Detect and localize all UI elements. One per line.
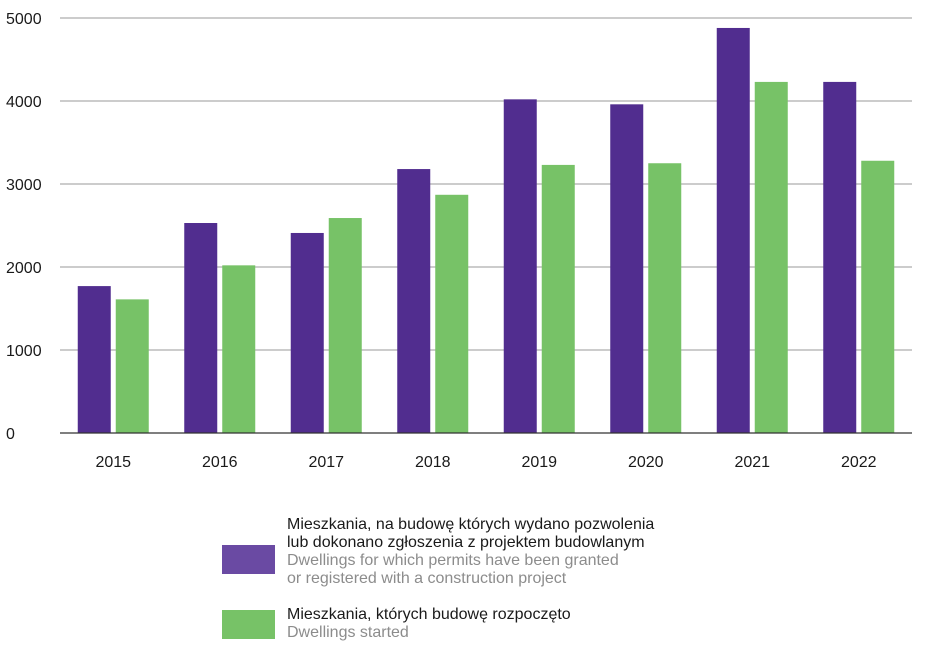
x-tick-label: 2015 [95, 454, 131, 471]
bar-started-2018 [435, 194, 469, 433]
bar-started-2019 [541, 164, 575, 433]
bar-permits-2016 [184, 223, 218, 433]
y-tick-label: 1000 [6, 343, 42, 360]
x-tick-label: 2016 [202, 454, 238, 471]
x-tick-label: 2019 [521, 454, 557, 471]
bar-permits-2021 [716, 27, 750, 434]
x-tick-label: 2021 [734, 454, 770, 471]
bar-started-2022 [861, 160, 895, 433]
legend-swatch-permits [222, 545, 275, 574]
y-tick-label: 0 [6, 426, 15, 443]
y-tick-label: 3000 [6, 177, 42, 194]
x-tick-label: 2022 [841, 454, 877, 471]
bar-started-2017 [328, 218, 362, 433]
legend-en-line-1: Dwellings for which permits have been gr… [287, 552, 619, 569]
bar-started-2021 [754, 81, 788, 433]
bar-permits-2019 [503, 99, 537, 433]
legend-label-started: Mieszkania, których budowę rozpoczęto Dw… [287, 606, 827, 642]
bar-started-2015 [115, 299, 149, 433]
legend-pl-line-1: Mieszkania, na budowę których wydano poz… [287, 516, 655, 533]
y-axis-ticks: 0 1000 2000 3000 4000 5000 [6, 11, 42, 443]
y-tick-label: 2000 [6, 260, 42, 277]
bar-started-2020 [648, 163, 682, 433]
legend-en-line-1: Dwellings started [287, 624, 409, 641]
bar-permits-2018 [397, 169, 431, 433]
x-tick-label: 2017 [308, 454, 344, 471]
bar-permits-2020 [610, 104, 644, 433]
bar-permits-2017 [290, 232, 324, 433]
x-tick-label: 2020 [628, 454, 664, 471]
bar-permits-2015 [77, 286, 111, 433]
legend-label-permits: Mieszkania, na budowę których wydano poz… [287, 516, 827, 588]
x-axis-ticks: 2015 2016 2017 2018 2019 2020 2021 2022 [95, 454, 876, 471]
legend-pl-line-1: Mieszkania, których budowę rozpoczęto [287, 606, 571, 623]
legend-en-line-2: or registered with a construction projec… [287, 570, 567, 587]
x-tick-label: 2018 [415, 454, 451, 471]
legend-swatch-started [222, 610, 275, 639]
bars [77, 27, 895, 434]
bar-started-2016 [222, 265, 256, 433]
legend-pl-line-2: lub dokonano zgłoszenia z projektem budo… [287, 534, 645, 551]
y-tick-label: 5000 [6, 11, 42, 28]
y-tick-label: 4000 [6, 94, 42, 111]
bar-permits-2022 [823, 81, 857, 433]
